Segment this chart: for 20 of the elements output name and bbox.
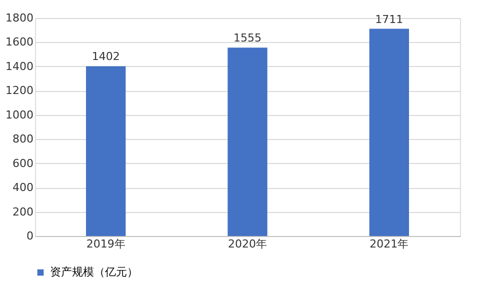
bar <box>86 66 126 236</box>
y-tick-label: 800 <box>12 132 34 146</box>
y-tick-label: 1800 <box>6 12 34 24</box>
y-tick-label: 200 <box>12 205 34 218</box>
x-tick-label: 2021年 <box>370 238 409 250</box>
y-tick-label: 600 <box>12 156 34 170</box>
bar <box>228 48 268 236</box>
legend-label: 资产规模（亿元） <box>50 266 138 278</box>
y-tick-label: 1600 <box>6 36 34 49</box>
data-label: 1711 <box>375 12 404 26</box>
x-tick-label: 2019年 <box>86 238 126 250</box>
y-tick-label: 1000 <box>6 108 34 122</box>
x-tick-label: 2020年 <box>228 238 267 250</box>
y-tick-label: 1400 <box>6 60 34 73</box>
y-tick-label: 0 <box>26 230 34 242</box>
bar <box>369 28 409 236</box>
data-label: 1555 <box>234 32 262 45</box>
data-label: 1402 <box>92 50 120 64</box>
y-tick-label: 400 <box>12 181 34 194</box>
y-tick-label: 1200 <box>6 84 34 98</box>
